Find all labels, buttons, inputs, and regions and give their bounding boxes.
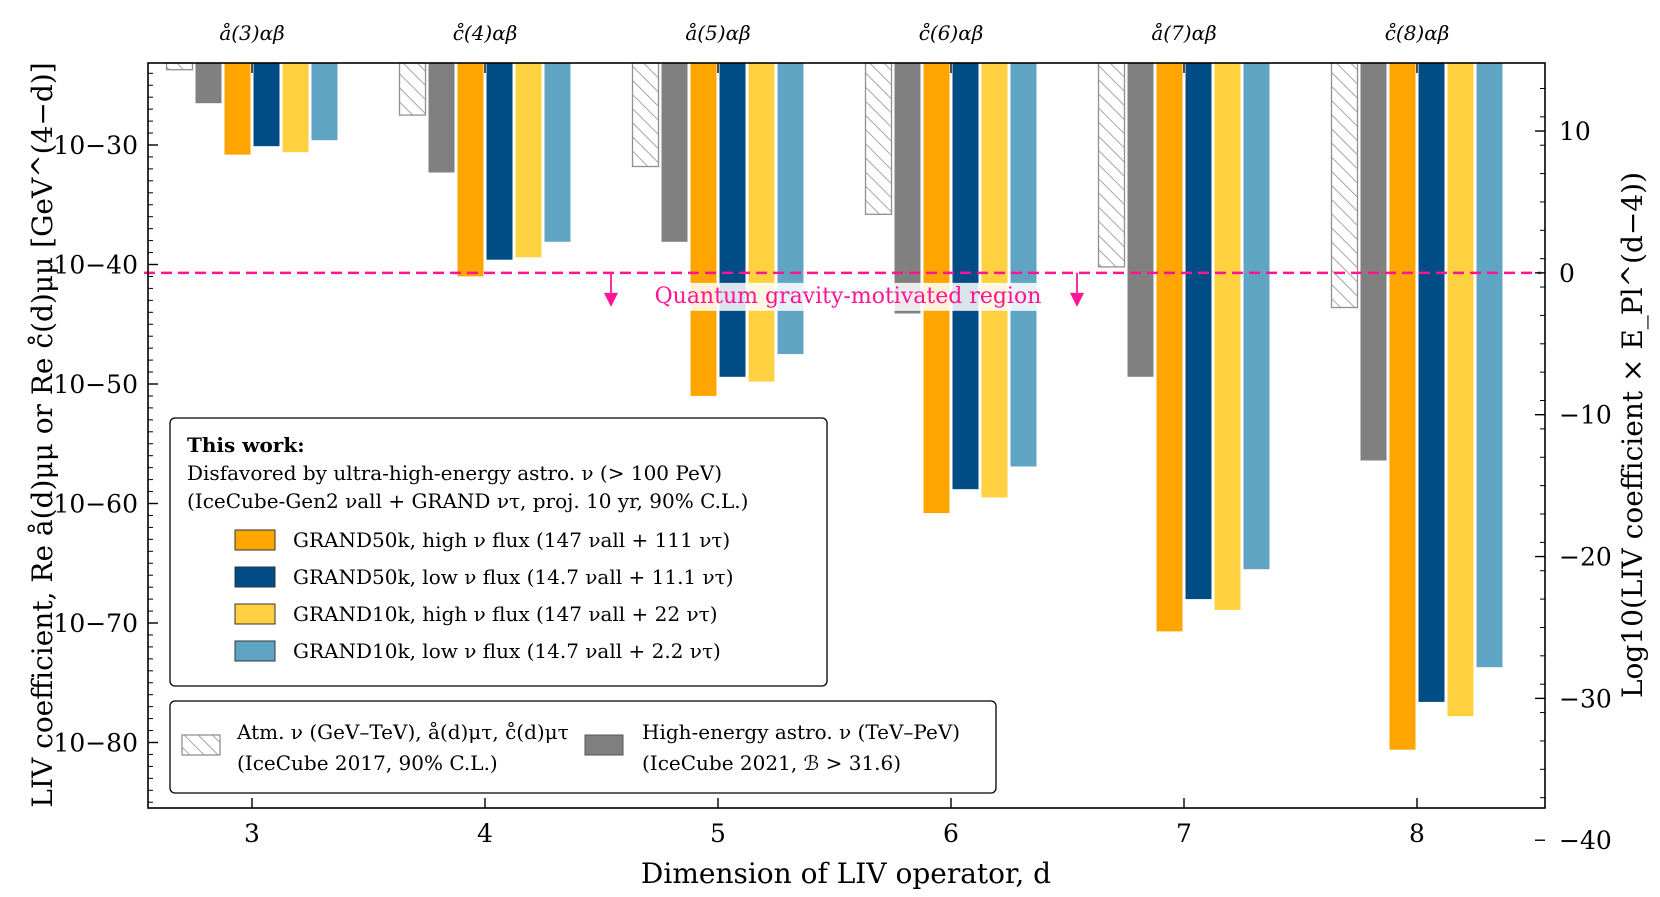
y-tick-label-right: 0 xyxy=(1559,259,1575,288)
legend-bottom-box xyxy=(169,700,997,794)
y-tick-label-left: 10−50 xyxy=(53,370,138,399)
operator-label-6: c̊(6)αβ xyxy=(919,21,984,45)
y-axis-title-right: Log10(LIV coefficient × E_Pl^(d−4)) xyxy=(1616,172,1649,698)
qg-label-background xyxy=(632,282,1064,311)
quantum-gravity-region: Quantum gravity-motivated region xyxy=(144,271,1541,311)
legend-swatch-he xyxy=(584,734,624,756)
legend-main-box xyxy=(169,417,828,687)
bar-grand10k-low-flux-d4 xyxy=(544,63,571,242)
qg-arrowhead-right xyxy=(1070,292,1084,307)
bar-atm-gev-tev--d8 xyxy=(1330,62,1359,309)
bar-grand10k-high-flux-d3 xyxy=(282,63,309,153)
bar-grand50k-high-flux-d4 xyxy=(457,63,484,277)
operator-label-8: c̊(8)αβ xyxy=(1385,21,1450,45)
x-tick-label: 5 xyxy=(710,819,726,848)
bar-grand10k-low-flux-d6 xyxy=(1010,63,1037,467)
qg-arrowhead-left xyxy=(604,292,618,307)
bar-grand50k-low-flux-d8 xyxy=(1418,63,1445,702)
x-tick-label: 7 xyxy=(1176,819,1192,848)
legend-swatch-2 xyxy=(234,566,276,588)
y-axis-title-left: LIV coefficient, Re å(d)μμ or Re c̊(d)μμ… xyxy=(26,62,59,807)
bar-atm-gev-tev--d5 xyxy=(631,62,660,168)
bar-grand10k-high-flux-d6 xyxy=(981,63,1008,498)
bar-grand10k-low-flux-d8 xyxy=(1476,63,1503,668)
bar-grand50k-low-flux-d6 xyxy=(952,63,979,490)
bar-atm-gev-tev--d3 xyxy=(165,62,194,71)
legend-entry-label-4: GRAND10k, low ν flux (14.7 νall + 2.2 ντ… xyxy=(293,639,721,663)
x-axis-title: Dimension of LIV operator, d xyxy=(641,857,1051,890)
operator-label-7: å(7)αβ xyxy=(1151,21,1216,45)
bar-grand10k-high-flux-d4 xyxy=(515,63,542,258)
x-tick-label: 4 xyxy=(477,819,493,848)
bar-atm-gev-tev--d4 xyxy=(398,62,427,116)
x-tick-label: 3 xyxy=(244,819,260,848)
bar-atm-gev-tev--d7 xyxy=(1097,62,1126,268)
bar-grand10k-high-flux-d7 xyxy=(1214,63,1241,610)
qg-label: Quantum gravity-motivated region xyxy=(655,284,1042,309)
legend-entries: GRAND50k, high ν flux (147 νall + 111 ντ… xyxy=(234,528,734,663)
y-axis-title-text: LIV coefficient, Re å(d)μμ or Re c̊(d)μμ… xyxy=(26,62,59,807)
y-tick-label-right: 10 xyxy=(1559,117,1591,146)
y-axis-title-right-text: Log10(LIV coefficient × E_Pl^(d−4)) xyxy=(1616,172,1649,698)
bar-grand50k-high-flux-d3 xyxy=(224,63,251,155)
bar-grand10k-high-flux-d8 xyxy=(1447,63,1474,717)
bar-grand50k-high-flux-d5 xyxy=(690,63,717,396)
axis-ticks: 3 4 5 6 7 810−8010−7010−6010−5010−4010−30−40−… xyxy=(53,63,1612,855)
legend-main: This work: Disfavored by ultra-high-ener… xyxy=(169,417,828,687)
bar-grand10k-low-flux-d7 xyxy=(1243,63,1270,570)
legend-swatch-atm xyxy=(181,734,221,756)
bar-grand50k-low-flux-d5 xyxy=(719,63,746,377)
bar-high-energy-astro-tev-pev--d4 xyxy=(428,63,455,173)
legend-heading: This work: xyxy=(187,433,305,457)
bar-grand50k-high-flux-d8 xyxy=(1389,63,1416,750)
bar-high-energy-astro-tev-pev--d7 xyxy=(1127,63,1154,377)
y-tick-label-left: 10−70 xyxy=(53,609,138,638)
legend-atm-line2: (IceCube 2017, 90% C.L.) xyxy=(237,751,498,775)
bar-high-energy-astro-tev-pev--d8 xyxy=(1360,63,1387,461)
legend-he-line1: High-energy astro. ν (TeV–PeV) xyxy=(642,720,960,744)
legend-bottom: Atm. ν (GeV–TeV), å(d)μτ, c̊(d)μτ (IceCu… xyxy=(169,700,997,794)
bar-high-energy-astro-tev-pev--d3 xyxy=(195,63,222,104)
bar-atm-gev-tev--d6 xyxy=(864,62,893,215)
bar-grand50k-low-flux-d4 xyxy=(486,63,513,260)
bar-high-energy-astro-tev-pev--d5 xyxy=(661,63,688,242)
x-tick-label: 6 xyxy=(943,819,959,848)
operator-label-4: c̊(4)αβ xyxy=(453,21,518,45)
legend-entry-label-1: GRAND50k, high ν flux (147 νall + 111 ντ… xyxy=(293,528,730,552)
y-tick-label-right: −10 xyxy=(1559,401,1612,430)
operator-label-3: å(3)αβ xyxy=(219,21,284,45)
legend-atm-line1: Atm. ν (GeV–TeV), å(d)μτ, c̊(d)μτ xyxy=(236,720,569,744)
bar-grand50k-low-flux-d3 xyxy=(253,63,280,147)
bar-grand50k-low-flux-d7 xyxy=(1185,63,1212,600)
operator-label-5: å(5)αβ xyxy=(685,21,750,45)
bar-grand10k-high-flux-d5 xyxy=(748,63,775,382)
operator-labels: å(3)αβ c̊(4)αβ å(5)αβ c̊(6)αβ å(7)αβ c̊(8)αβ xyxy=(219,21,1449,45)
y-tick-label-left: 10−40 xyxy=(53,251,138,280)
bar-grand50k-high-flux-d7 xyxy=(1156,63,1183,632)
y-tick-label-right: −20 xyxy=(1559,543,1612,572)
y-tick-label-left: 10−30 xyxy=(53,131,138,160)
legend-entry-label-3: GRAND10k, high ν flux (147 νall + 22 ντ) xyxy=(293,602,718,626)
legend-he-line2: (IceCube 2021, ℬ > 31.6) xyxy=(642,751,901,775)
legend-swatch-3 xyxy=(234,603,276,625)
bar-high-energy-astro-tev-pev--d6 xyxy=(894,63,921,314)
plot-frame xyxy=(147,62,1546,809)
y-tick-label-left: 10−60 xyxy=(53,490,138,519)
legend-swatch-4 xyxy=(234,640,276,662)
legend-line2: (IceCube-Gen2 νall + GRAND ντ, proj. 10 … xyxy=(187,489,748,513)
y-tick-label-left: 10−80 xyxy=(53,729,138,758)
x-tick-label: 8 xyxy=(1409,819,1425,848)
legend-line1: Disfavored by ultra-high-energy astro. ν… xyxy=(187,461,722,485)
legend-entry-label-2: GRAND50k, low ν flux (14.7 νall + 11.1 ν… xyxy=(293,565,734,589)
legend-swatch-1 xyxy=(234,529,276,551)
bar-grand10k-low-flux-d3 xyxy=(311,63,338,141)
y-tick-label-right: −30 xyxy=(1559,684,1612,713)
y-tick-label-right: −40 xyxy=(1559,826,1612,855)
